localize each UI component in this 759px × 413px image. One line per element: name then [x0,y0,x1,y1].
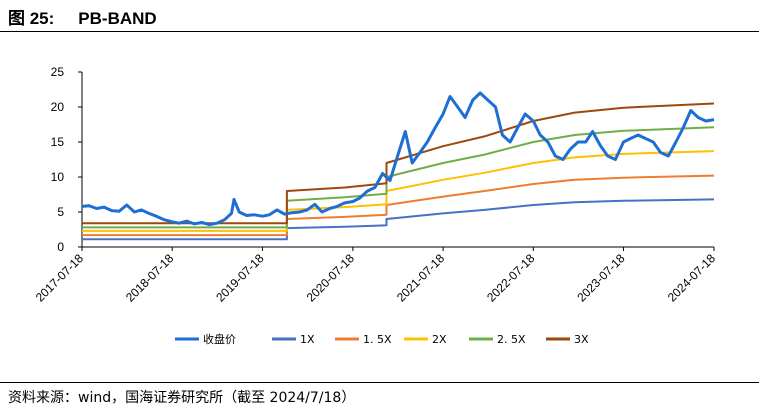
y-tick-label: 20 [51,100,65,114]
series-line [82,150,715,232]
x-tick-label: 2017-07-18 [33,251,87,305]
x-tick-label: 2020-07-18 [304,251,358,305]
series-line [82,198,715,241]
y-tick-label: 0 [57,240,64,254]
figure-label: 图 25: [8,9,55,28]
x-tick-label: 2021-07-18 [394,251,448,305]
y-tick-label: 5 [57,205,64,219]
series-line [81,91,715,227]
x-tick-label: 2018-07-18 [123,251,177,305]
legend-label: 2. 5X [497,333,526,346]
legend-label: 2X [432,333,447,346]
x-tick-label: 2022-07-18 [484,251,538,305]
y-tick-label: 10 [51,170,65,184]
x-tick-label: 2019-07-18 [213,251,267,305]
bottom-rule [0,382,759,383]
figure-title: PB-BAND [78,9,157,28]
series-line [82,174,715,237]
legend-label: 收盘价 [203,332,236,346]
legend-label: 3X [574,333,589,346]
legend-label: 1X [300,333,315,346]
series-line [82,102,715,225]
y-tick-label: 25 [51,65,65,79]
source-note: 资料来源：wind，国海证券研究所（截至 2024/7/18） [8,390,356,406]
legend-label: 1. 5X [363,333,392,346]
pb-band-chart: 0 5 10 15 20 25 2017-07-18 2018-07-18 2019-07-18… [33,65,719,346]
y-tick-label: 15 [51,135,65,149]
x-tick-label: 2023-07-18 [574,251,628,305]
x-tick-label: 2024-07-18 [665,251,719,305]
figure-title-line: 图 25: PB-BAND [8,4,157,29]
top-rule [0,31,759,32]
